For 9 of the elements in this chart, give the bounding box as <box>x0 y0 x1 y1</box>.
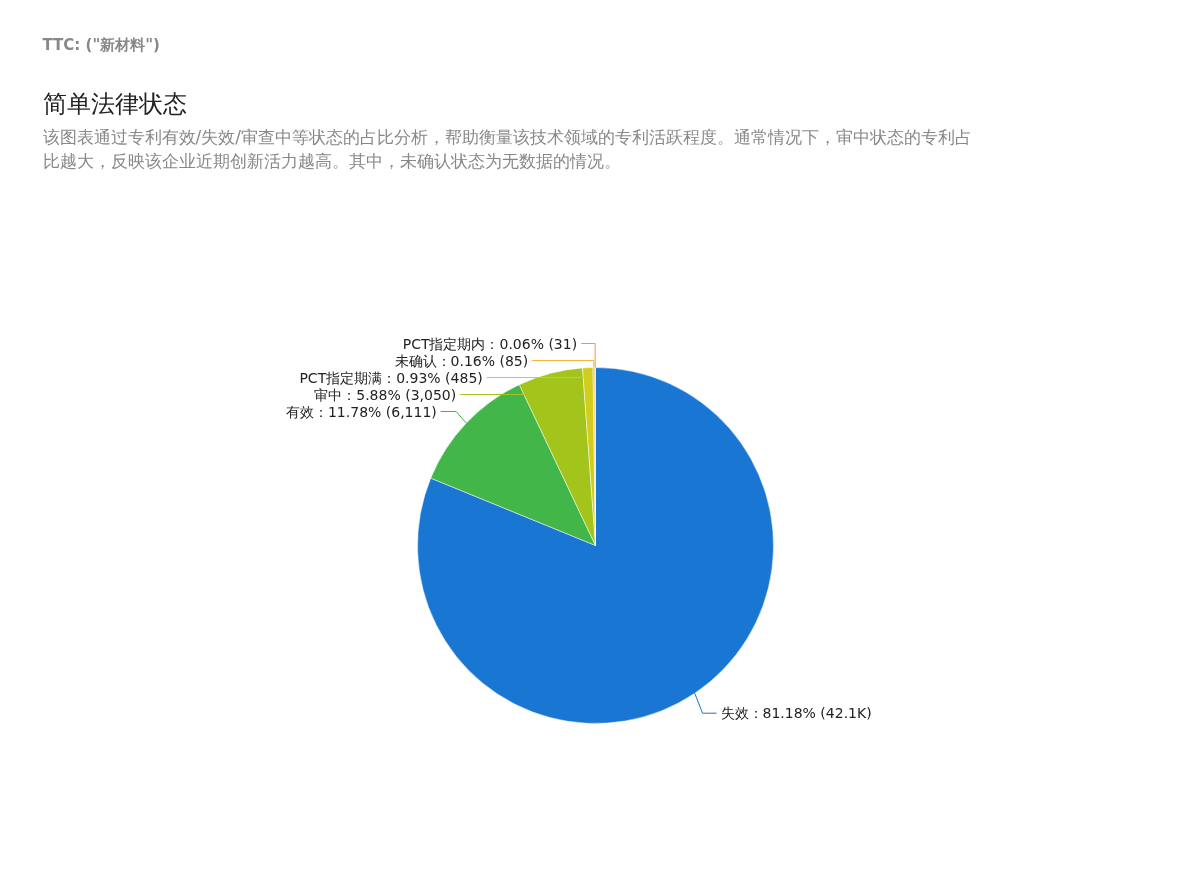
text: TTC: ("新材料") <box>42 35 160 54</box>
slice-label: 审中：5.88% (3,050) <box>314 386 457 403</box>
slice-label: PCT指定期满：0.93% (485) <box>299 369 483 386</box>
chart-title: 简单法律状态 <box>42 89 187 118</box>
slice-label: PCT指定期内：0.06% (31) <box>402 335 578 352</box>
slice-label: 未确认：0.16% (85) <box>394 352 529 369</box>
slice-label: 有效：11.78% (6,111) <box>285 403 437 420</box>
chart-subtitle: 该图表通过专利有效/失效/审查中等状态的占比分析，帮助衡量该技术领域的专利活跃程度。通常情况下，审中状态的专利占比越大，反映该企业近期创新活力越高。其中，未确认状态为无数据的情况。 <box>42 126 972 171</box>
slice-label: 失效：81.18% (42.1K) <box>720 705 872 722</box>
